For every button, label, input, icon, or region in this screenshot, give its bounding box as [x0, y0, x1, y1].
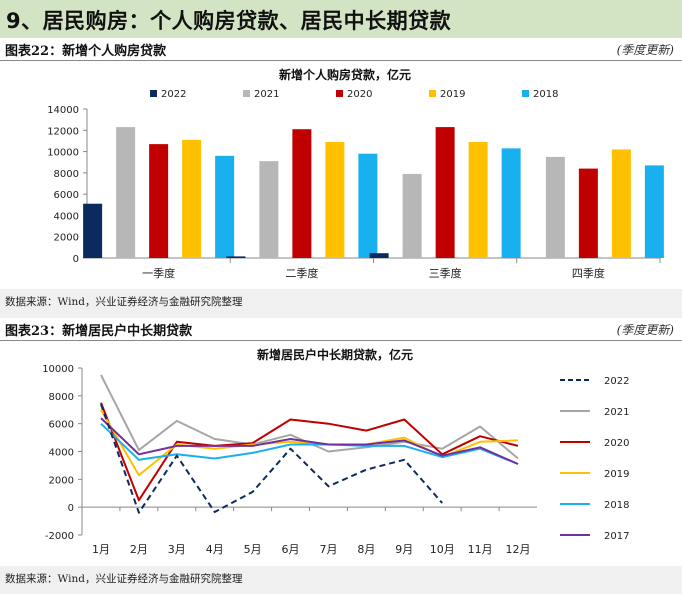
- y-tick-label: -2000: [45, 531, 74, 542]
- legend-label-2021: 2021: [604, 407, 629, 418]
- y-tick-label: 4000: [49, 448, 74, 459]
- y-tick-label: 12000: [47, 126, 79, 137]
- y-tick-label: 10000: [47, 148, 79, 159]
- line-2018: [100, 422, 519, 465]
- line-2017: [100, 417, 519, 465]
- section-title: 9、居民购房：个人购房贷款、居民中长期贷款: [6, 9, 452, 33]
- bar-2021-3: [402, 173, 422, 258]
- x-tick-label: 1月: [92, 543, 110, 556]
- y-tick-label: 8000: [54, 169, 79, 180]
- figure2-label: 图表23：新增居民户中长期贷款: [5, 324, 193, 339]
- line-2022: [100, 403, 443, 514]
- bar-2020-4: [578, 168, 598, 258]
- bar-2019-2: [325, 141, 345, 258]
- y-tick-label: 2000: [49, 475, 74, 486]
- y-tick-label: 8000: [49, 392, 74, 403]
- legend-swatch-2018: [522, 90, 529, 97]
- figure1-source: 数据来源：Wind，兴业证券经济与金融研究院整理: [5, 296, 243, 308]
- bar-2020-3: [435, 127, 455, 258]
- y-tick-label: 2000: [54, 233, 79, 244]
- legend-label-2018: 2018: [533, 89, 558, 100]
- line-chart: 新增居民户中长期贷款，亿元 -2000 0 2000 4000 6000 8000 10000…: [42, 347, 629, 556]
- figure2-update-note: (季度更新): [616, 323, 674, 337]
- y-tick-label: 4000: [54, 211, 79, 222]
- x-tick-label: 4月: [206, 543, 224, 556]
- y-tick-label: 6000: [54, 190, 79, 201]
- figure1-update-note: (季度更新): [616, 43, 674, 57]
- bar-chart: 新增个人购房贷款，亿元 2022 2021 2020 2019 2018 0 2000 4000…: [47, 67, 664, 280]
- line-2021: [100, 374, 519, 460]
- x-tick-label: 12月: [506, 543, 531, 556]
- legend-label-2020: 2020: [604, 438, 629, 449]
- bar-2020-2: [292, 129, 312, 258]
- x-tick-label: 5月: [244, 543, 262, 556]
- legend-label-2017: 2017: [604, 531, 629, 542]
- bar-2019-3: [468, 141, 488, 258]
- figure1-label: 图表22：新增个人购房贷款: [5, 44, 167, 59]
- x-tick-label: 9月: [395, 543, 413, 556]
- legend-label-2022: 2022: [604, 376, 629, 387]
- bar-2021-1: [116, 127, 136, 258]
- figure1-source-band: 数据来源：Wind，兴业证券经济与金融研究院整理: [0, 289, 682, 318]
- y-tick-label: 10000: [42, 364, 74, 375]
- y-tick-label: 0: [68, 503, 74, 514]
- figure1-chart-panel: 新增个人购房贷款，亿元 2022 2021 2020 2019 2018 0 2000 4000…: [0, 61, 682, 289]
- line-2020: [100, 402, 519, 502]
- legend-swatch-2020: [336, 90, 343, 97]
- x-tick-label: 三季度: [429, 266, 462, 280]
- bar-2020-1: [149, 144, 169, 258]
- bar-2019-4: [611, 149, 631, 258]
- figure1-header: 图表22：新增个人购房贷款 (季度更新): [0, 38, 682, 61]
- bar-2019-1: [182, 139, 202, 258]
- legend-label-2019: 2019: [440, 89, 465, 100]
- figure2-source: 数据来源：Wind，兴业证券经济与金融研究院整理: [5, 573, 243, 585]
- x-tick-label: 2月: [130, 543, 148, 556]
- legend-label-2022: 2022: [161, 89, 186, 100]
- x-tick-label: 一季度: [142, 266, 175, 280]
- y-tick-label: 14000: [47, 105, 79, 116]
- x-tick-label: 11月: [468, 543, 493, 556]
- section-banner: 9、居民购房：个人购房贷款、居民中长期贷款: [0, 0, 682, 38]
- bar-2022-3: [369, 253, 389, 258]
- x-tick-label: 7月: [319, 543, 337, 556]
- legend-label-2020: 2020: [347, 89, 372, 100]
- y-tick-label: 0: [73, 254, 79, 265]
- x-tick-label: 四季度: [572, 266, 605, 280]
- legend-swatch-2021: [243, 90, 250, 97]
- figure2-source-band: 数据来源：Wind，兴业证券经济与金融研究院整理: [0, 566, 682, 594]
- legend-swatch-2019: [429, 90, 436, 97]
- legend-swatch-2022: [150, 90, 157, 97]
- bar-2018-4: [644, 165, 664, 258]
- bar-2018-1: [215, 155, 235, 258]
- bar-2021-2: [259, 161, 279, 258]
- figure2-chart-panel: 新增居民户中长期贷款，亿元 -2000 0 2000 4000 6000 8000 10000…: [0, 341, 682, 566]
- bar-2018-2: [358, 153, 378, 258]
- x-tick-label: 二季度: [285, 266, 318, 280]
- y-tick-label: 6000: [49, 420, 74, 431]
- x-tick-label: 8月: [357, 543, 375, 556]
- x-tick-label: 6月: [282, 543, 300, 556]
- legend-label-2018: 2018: [604, 500, 629, 511]
- bar-2022-1: [83, 203, 103, 258]
- bar-2018-3: [501, 148, 521, 258]
- legend-label-2019: 2019: [604, 469, 629, 480]
- bar-2022-2: [226, 256, 246, 258]
- legend-label-2021: 2021: [254, 89, 279, 100]
- chart-title: 新增个人购房贷款，亿元: [279, 67, 411, 82]
- x-tick-label: 3月: [168, 543, 186, 556]
- bar-2021-4: [545, 156, 565, 258]
- x-tick-label: 10月: [430, 543, 455, 556]
- figure2-header: 图表23：新增居民户中长期贷款 (季度更新): [0, 318, 682, 341]
- chart-title: 新增居民户中长期贷款，亿元: [257, 347, 413, 362]
